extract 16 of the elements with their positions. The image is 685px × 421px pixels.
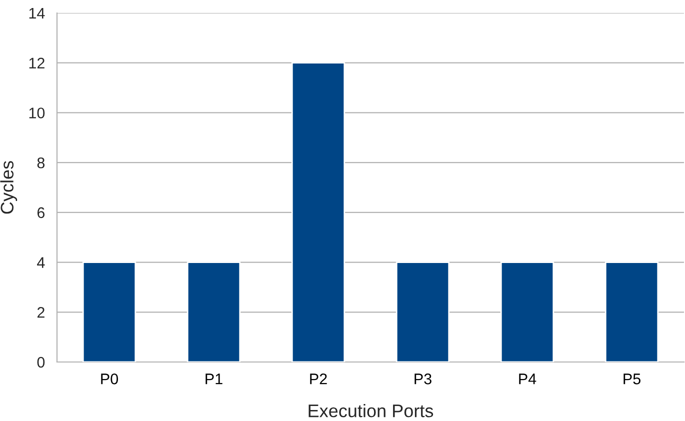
- x-tick-label: P0: [101, 374, 118, 384]
- y-tick-label: 14: [29, 8, 45, 19]
- y-tick-label: 12: [29, 58, 44, 68]
- y-tick-label: 8: [37, 157, 45, 168]
- y-tick-label: 10: [29, 108, 45, 118]
- y-tick-label: 0: [37, 356, 45, 368]
- x-tick-label: P1: [206, 374, 222, 384]
- x-tick-label: P5: [624, 374, 640, 384]
- x-tick-label: P3: [414, 374, 432, 384]
- y-axis-title: Cycles: [0, 161, 18, 214]
- x-axis-title: Execution Ports: [308, 404, 434, 418]
- y-tick-label: 4: [37, 257, 45, 268]
- y-tick-label: 2: [37, 307, 44, 318]
- x-tick-label: P2: [310, 374, 327, 384]
- x-tick-label: P4: [519, 374, 536, 384]
- y-tick-label: 6: [37, 207, 45, 218]
